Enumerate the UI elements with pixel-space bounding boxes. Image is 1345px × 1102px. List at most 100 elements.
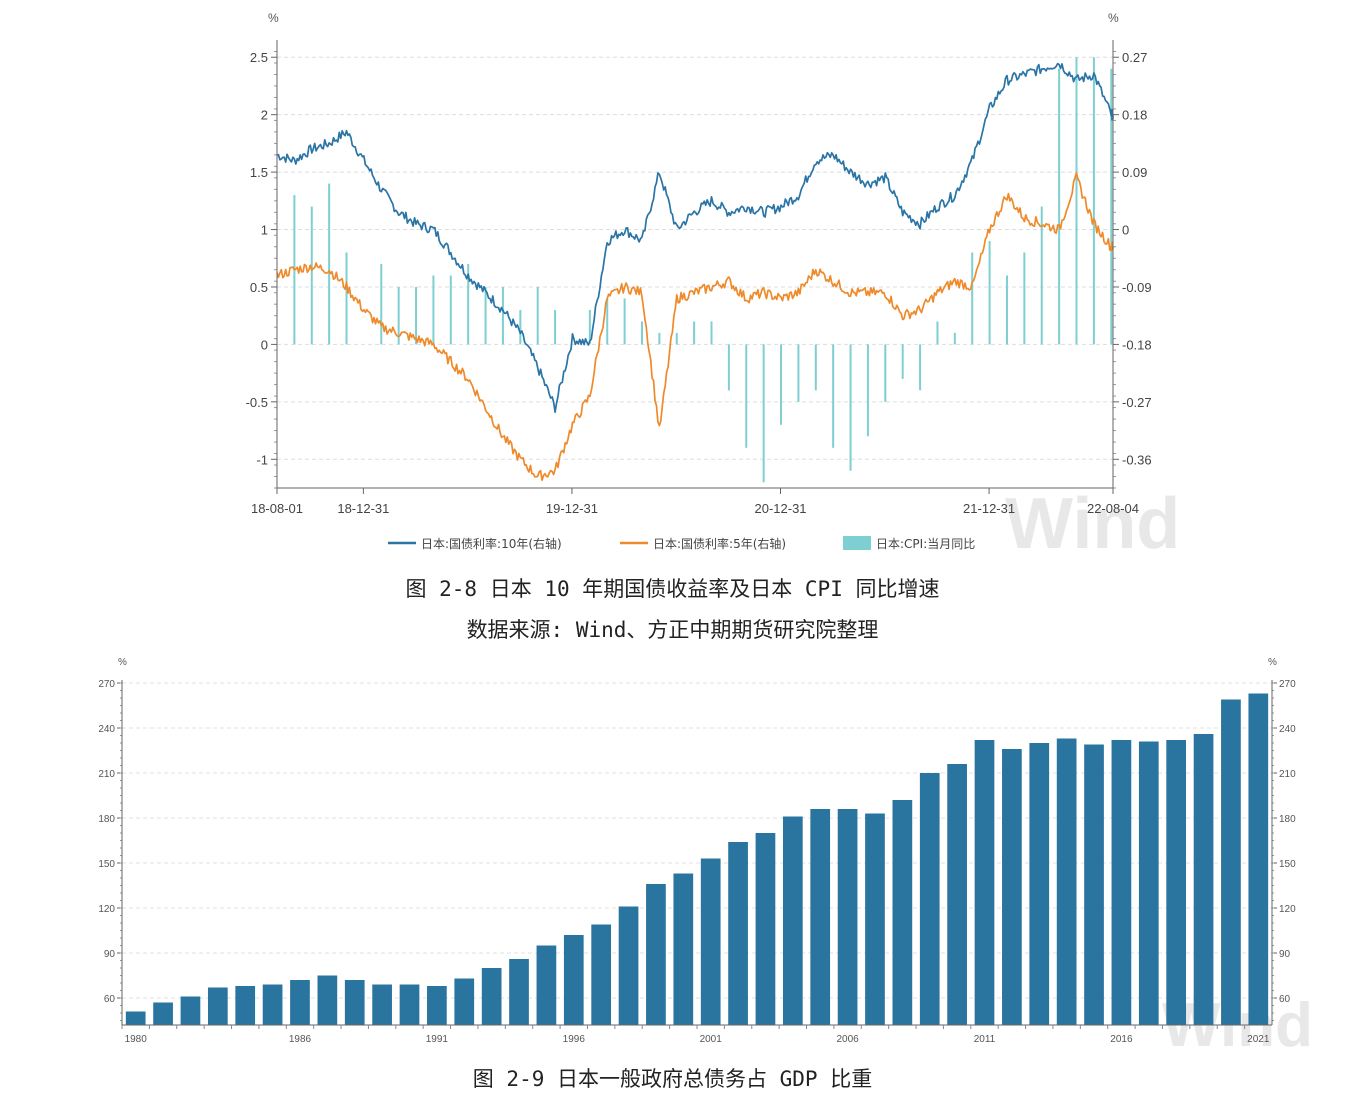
- chart2-right-tick-label: 60: [1279, 994, 1291, 1005]
- fig1-source: 数据来源: Wind、方正中期期货研究院整理: [466, 618, 879, 642]
- cpi-bar: [727, 344, 730, 391]
- debt-bar: [262, 984, 283, 1025]
- debt-bar: [536, 945, 557, 1025]
- chart1-left-tick-label: -1: [256, 452, 268, 467]
- cpi-bar: [901, 344, 904, 379]
- chart1-x-tick-label: 22-08-04: [1087, 501, 1139, 516]
- cpi-bar: [484, 286, 487, 345]
- chart2-left-tick-label: 240: [98, 724, 115, 735]
- cpi-bar: [832, 344, 835, 448]
- chart2-right-tick-label: 210: [1279, 769, 1296, 780]
- cpi-bar: [415, 286, 418, 345]
- cpi-bar: [432, 275, 435, 345]
- cpi-bar: [919, 344, 922, 391]
- debt-bar: [563, 935, 584, 1025]
- cpi-bar: [988, 241, 991, 345]
- cpi-bar: [797, 344, 800, 402]
- cpi-bar: [884, 344, 887, 402]
- chart1-right-tick-label: -0.36: [1122, 452, 1152, 467]
- debt-bar: [646, 884, 666, 1025]
- cpi-bar: [745, 344, 748, 448]
- cpi-bar: [936, 321, 939, 345]
- legend-label: 日本:CPI:当月同比: [876, 537, 975, 551]
- cpi-bar: [1075, 57, 1078, 345]
- right-unit-label: %: [1108, 11, 1119, 25]
- cpi-bar: [675, 332, 678, 345]
- chart1-right-tick-label: -0.09: [1122, 280, 1152, 295]
- chart2-x-tick-label: 2001: [700, 1034, 723, 1045]
- cpi-bar: [953, 332, 956, 345]
- debt-bar: [1056, 738, 1077, 1025]
- debt-bar: [919, 773, 940, 1025]
- cpi-bar: [1023, 252, 1026, 345]
- watermark-2: Wind: [1162, 991, 1313, 1060]
- cpi-bar: [762, 344, 765, 483]
- chart1-x-tick-label: 20-12-31: [754, 501, 806, 516]
- cpi-bar: [1058, 68, 1061, 345]
- chart2-left-tick-label: 120: [98, 904, 115, 915]
- cpi-bar: [310, 206, 313, 345]
- chart1-legend: 日本:国债利率:10年(右轴) 日本:国债利率:5年(右轴) 日本:CPI:当月同比: [388, 536, 975, 551]
- chart1-left-tick-label: 2: [261, 108, 268, 123]
- chart2-left-tick-label: 270: [98, 679, 115, 690]
- debt-bar: [1193, 734, 1214, 1025]
- debt-bar: [700, 858, 721, 1025]
- cpi-bar: [588, 309, 591, 345]
- fig2-caption: 图 2-9 日本一般政府总债务占 GDP 比重: [472, 1067, 873, 1091]
- chart2-right-tick-label: 180: [1279, 814, 1296, 825]
- chart2-right-tick-label: 270: [1279, 679, 1296, 690]
- chart2-left-tick-label: 60: [104, 994, 116, 1005]
- cpi-bar: [467, 264, 470, 345]
- fig1-caption: 图 2-8 日本 10 年期国债收益率及日本 CPI 同比增速: [405, 577, 940, 601]
- cpi-bar: [710, 321, 713, 345]
- debt-bar: [892, 800, 913, 1025]
- chart2-x-tick-label: 1991: [426, 1034, 449, 1045]
- chart2-right-unit: %: [1268, 657, 1277, 668]
- chart2-x-tick-label: 1996: [563, 1034, 586, 1045]
- jgb-yield-cpi-chart: Wind 2.5 2 1.5 1 0.5 0 -0.5 -1 0.27 0.18 0.09 0 -0.0…: [246, 11, 1181, 560]
- chart1-right-tick-label: -0.18: [1122, 337, 1152, 352]
- chart2-right-tick-label: 240: [1279, 724, 1296, 735]
- debt-bar: [1002, 749, 1022, 1025]
- chart1-left-tick-label: -0.5: [246, 395, 268, 410]
- debt-bar: [180, 996, 201, 1025]
- debt-bar: [1084, 744, 1104, 1025]
- chart1-right-tick-label: -0.27: [1122, 395, 1152, 410]
- cpi-bar: [380, 264, 383, 345]
- cpi-bar: [693, 321, 696, 345]
- debt-bar: [591, 924, 612, 1025]
- cpi-bar: [501, 286, 504, 345]
- chart2-x-tick-label: 2021: [1247, 1034, 1270, 1045]
- debt-bar: [290, 980, 310, 1025]
- cpi-bar: [519, 309, 522, 345]
- debt-bar: [947, 764, 967, 1025]
- cpi-bar: [658, 332, 661, 345]
- cpi-bar: [1040, 206, 1043, 345]
- debt-bar: [454, 978, 475, 1025]
- cpi-bar: [554, 309, 557, 345]
- legend-label: 日本:国债利率:5年(右轴): [653, 536, 786, 551]
- debt-bar: [618, 906, 639, 1025]
- cpi-bar: [1110, 68, 1113, 345]
- debt-bar: [481, 968, 502, 1025]
- cpi-bar: [814, 344, 817, 391]
- chart2-x-tick-label: 1986: [289, 1034, 312, 1045]
- series-line: [276, 171, 1114, 482]
- debt-bar: [1111, 740, 1132, 1025]
- left-unit-label: %: [268, 11, 279, 25]
- debt-bar: [1248, 693, 1269, 1025]
- chart1-left-tick-label: 1: [261, 223, 268, 238]
- debt-bar: [207, 987, 228, 1025]
- cpi-bar: [1092, 57, 1095, 345]
- cpi-bar: [866, 344, 869, 437]
- chart2-right-tick-label: 120: [1279, 904, 1296, 915]
- chart2-x-tick-label: 1980: [125, 1034, 148, 1045]
- watermark-1: Wind: [1005, 484, 1180, 560]
- debt-bar: [673, 873, 694, 1025]
- debt-bar: [755, 833, 776, 1025]
- legend-box-swatch: [843, 536, 871, 550]
- chart1-x-tick-label: 21-12-31: [963, 501, 1015, 516]
- debt-bar: [974, 740, 995, 1025]
- chart2-x-tick-label: 2011: [974, 1034, 996, 1045]
- cpi-bar: [623, 298, 626, 345]
